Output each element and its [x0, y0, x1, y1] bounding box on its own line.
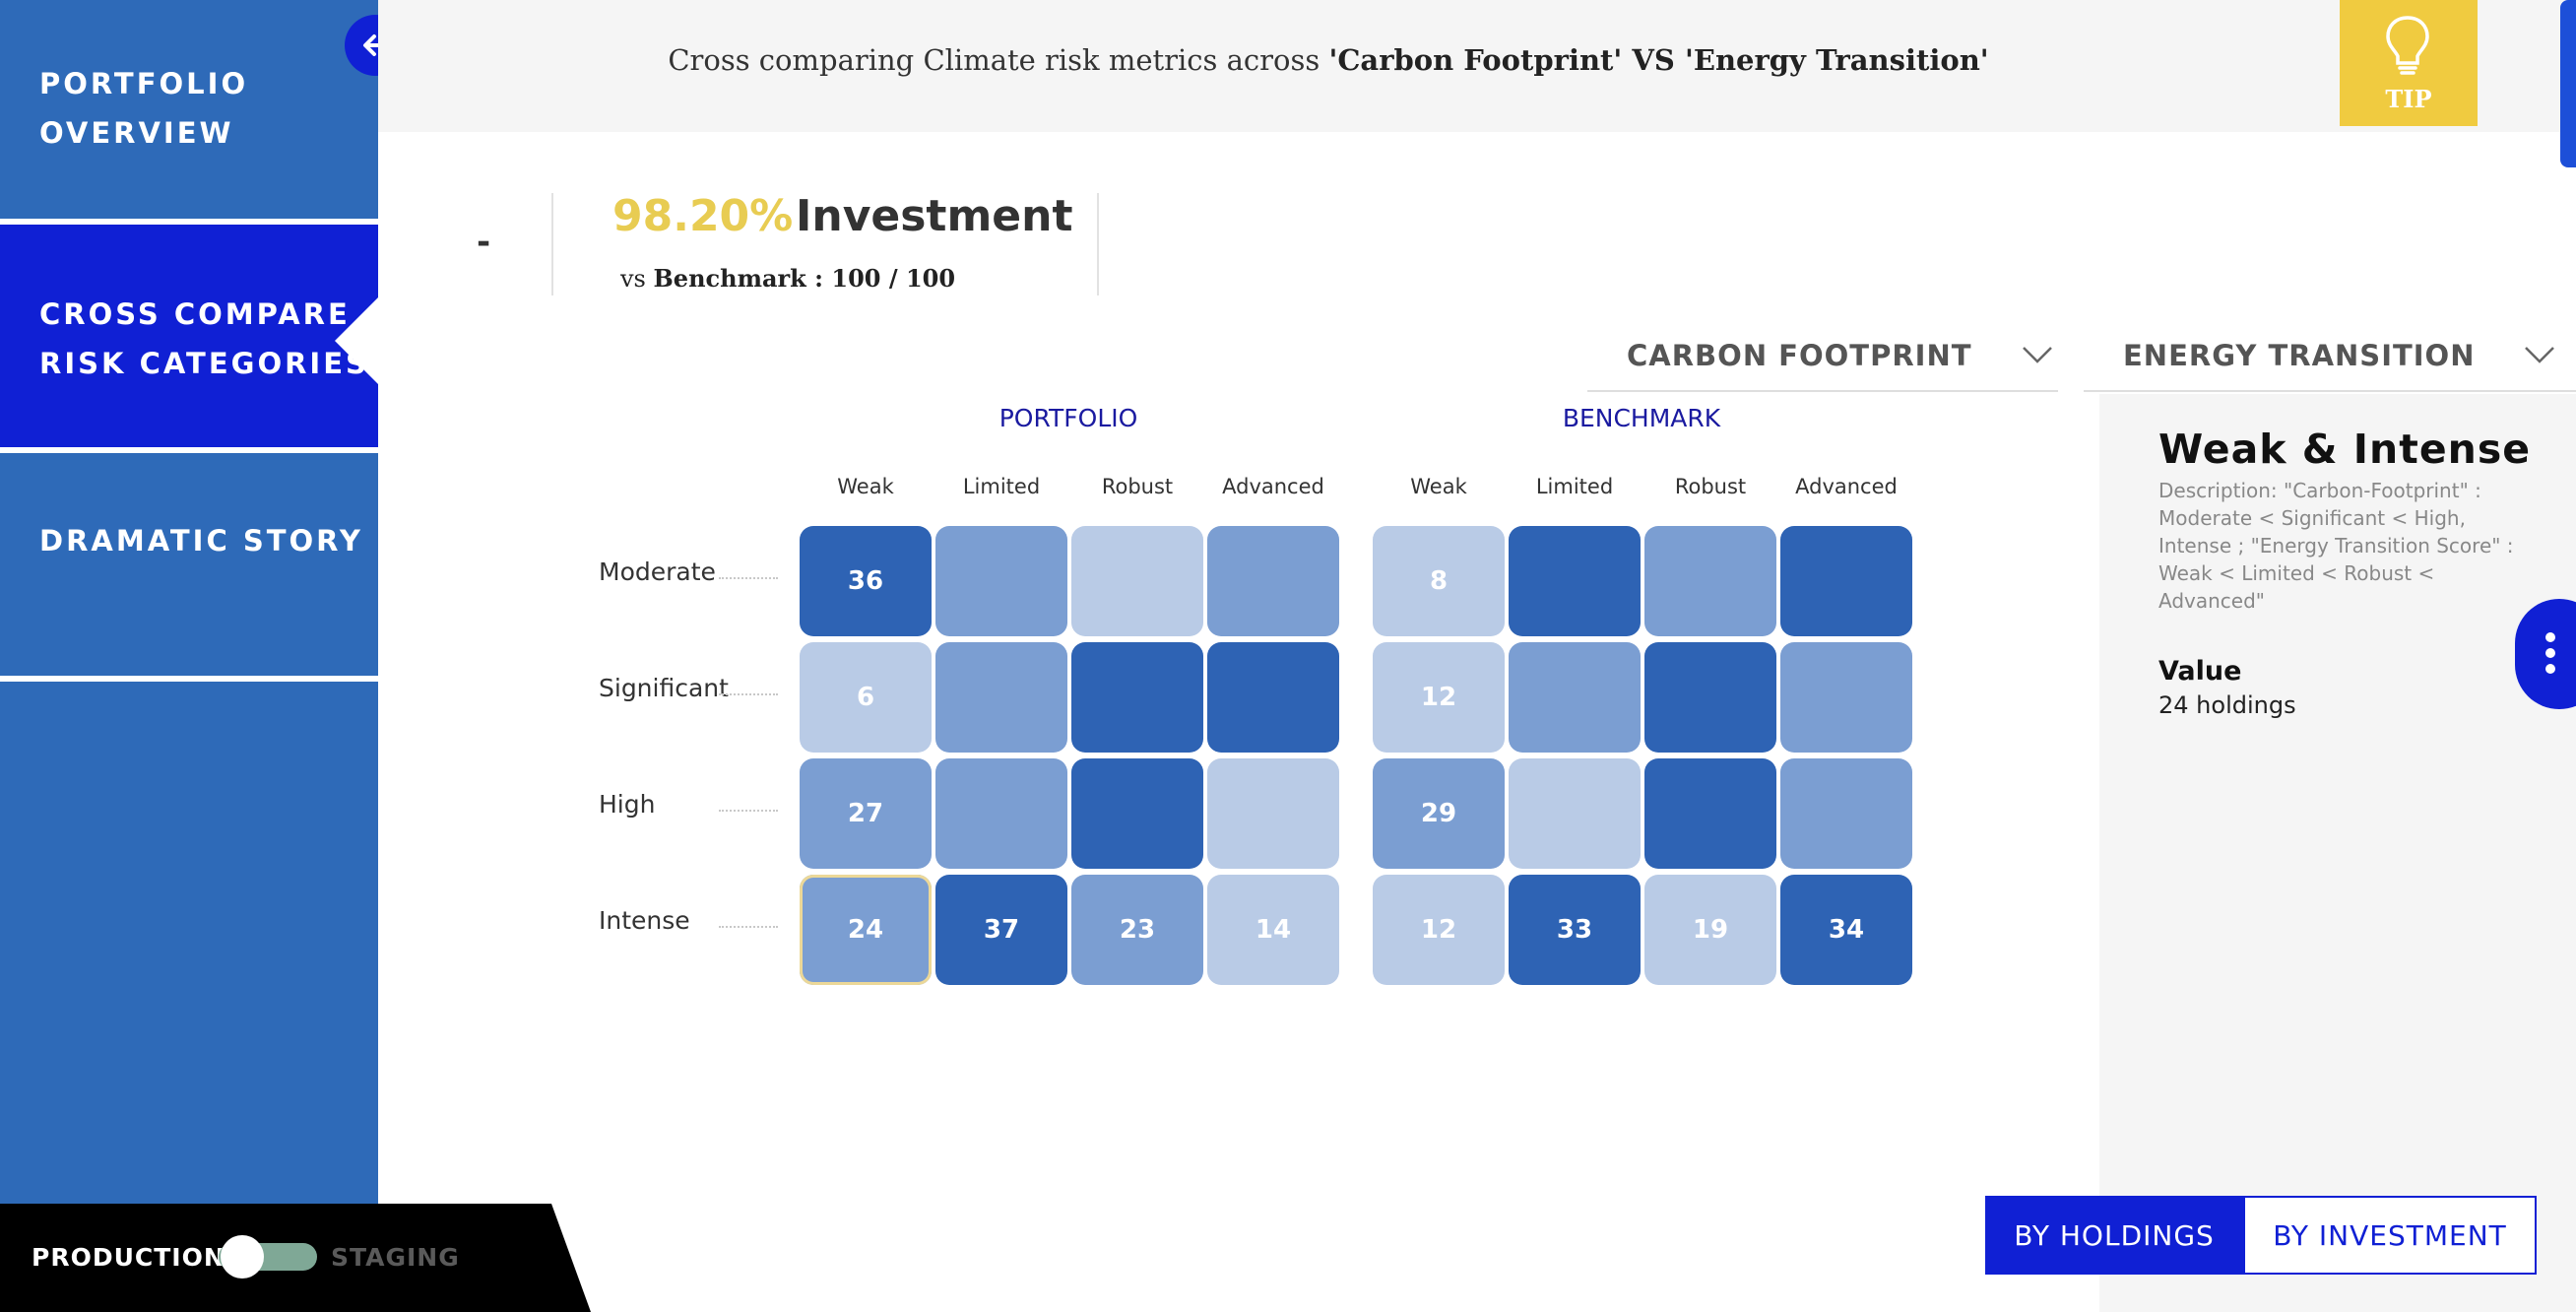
benchmark-cell[interactable]: 19: [1644, 875, 1776, 985]
bench-value: Benchmark : 100 / 100: [653, 264, 956, 293]
row-label: Moderate: [599, 558, 716, 586]
metric-label: Investment: [796, 191, 1073, 241]
header: [378, 0, 2576, 132]
portfolio-cell[interactable]: [1207, 758, 1339, 869]
benchmark-cell[interactable]: [1780, 526, 1912, 636]
portfolio-cell[interactable]: 6: [800, 642, 932, 753]
divider: [0, 219, 378, 225]
benchmark-title: BENCHMARK: [1562, 404, 1721, 432]
title-metric-a: 'Carbon Footprint': [1328, 43, 1623, 77]
portfolio-cell[interactable]: [1071, 526, 1203, 636]
bench-prefix: vs: [620, 265, 654, 293]
column-header: Weak: [837, 475, 894, 498]
tip-edge: [2340, 120, 2478, 130]
column-header: Robust: [1101, 475, 1174, 498]
sidebar-item-label: CROSS COMPARE: [39, 297, 351, 331]
portfolio-cell[interactable]: [1207, 526, 1339, 636]
metric-percent: 98.20%: [612, 191, 794, 241]
staging-label[interactable]: STAGING: [331, 1243, 460, 1272]
dropdown-label: CARBON FOOTPRINT: [1627, 339, 1972, 372]
portfolio-cell[interactable]: 27: [800, 758, 932, 869]
by-holdings-button[interactable]: BY HOLDINGS: [1985, 1196, 2243, 1275]
portfolio-cell[interactable]: [935, 642, 1067, 753]
chevron-down-icon: [2023, 347, 2052, 363]
divider: [551, 193, 553, 295]
title-vs: VS: [1622, 43, 1685, 77]
benchmark-text: vs Benchmark : 100 / 100: [620, 264, 955, 293]
sidebar-item-dramatic-story[interactable]: DRAMATIC STORY: [0, 453, 378, 676]
sidebar-item-label: PORTFOLIO: [39, 67, 249, 100]
benchmark-cell[interactable]: [1780, 758, 1912, 869]
sidebar-item-label: OVERVIEW: [39, 116, 234, 150]
title-metric-b: 'Energy Transition': [1684, 43, 1989, 77]
detail-title: Weak & Intense: [2158, 426, 2532, 473]
dropdown-carbon-footprint[interactable]: CARBON FOOTPRINT: [1587, 325, 2058, 392]
benchmark-cell[interactable]: [1780, 642, 1912, 753]
portfolio-cell[interactable]: 23: [1071, 875, 1203, 985]
detail-value: 24 holdings: [2158, 691, 2296, 719]
sidebar-item-portfolio-overview[interactable]: PORTFOLIO OVERVIEW: [0, 0, 378, 219]
benchmark-cell[interactable]: 12: [1373, 875, 1505, 985]
tip-label: TIP: [2385, 85, 2432, 113]
benchmark-cell[interactable]: 8: [1373, 526, 1505, 636]
detail-value-label: Value: [2158, 656, 2242, 687]
benchmark-cell[interactable]: [1509, 526, 1641, 636]
benchmark-cell[interactable]: [1644, 526, 1776, 636]
chevron-down-icon: [2525, 347, 2554, 363]
benchmark-cell[interactable]: [1509, 642, 1641, 753]
row-label: Significant: [599, 674, 729, 702]
column-header: Robust: [1674, 475, 1747, 498]
column-header: Weak: [1410, 475, 1467, 498]
portfolio-cell[interactable]: 36: [800, 526, 932, 636]
benchmark-cell[interactable]: [1644, 642, 1776, 753]
scroll-indicator[interactable]: [2560, 0, 2576, 167]
production-label[interactable]: PRODUCTION: [32, 1243, 225, 1272]
benchmark-cell[interactable]: 12: [1373, 642, 1505, 753]
sidebar-item-label: DRAMATIC STORY: [39, 524, 363, 558]
lightbulb-icon: [2386, 16, 2429, 75]
benchmark-cell[interactable]: 34: [1780, 875, 1912, 985]
portfolio-cell[interactable]: 14: [1207, 875, 1339, 985]
row-label: Intense: [599, 906, 690, 935]
metric-dash: -: [477, 223, 491, 262]
sidebar-item-cross-compare[interactable]: CROSS COMPARE RISK CATEGORIES: [0, 225, 378, 447]
row-label: High: [599, 790, 656, 819]
tip-button[interactable]: TIP: [2340, 0, 2478, 126]
dropdown-energy-transition[interactable]: ENERGY TRANSITION: [2084, 325, 2576, 392]
benchmark-cell[interactable]: 29: [1373, 758, 1505, 869]
sidebar-item-label: RISK CATEGORIES: [39, 347, 369, 380]
divider: [0, 676, 378, 682]
detail-description: Description: "Carbon-Footprint" : Modera…: [2158, 479, 2514, 613]
portfolio-cell[interactable]: [1207, 642, 1339, 753]
dropdown-label: ENERGY TRANSITION: [2123, 339, 2476, 372]
active-indicator: [335, 297, 378, 384]
portfolio-cell[interactable]: 37: [935, 875, 1067, 985]
row-leader: [719, 693, 778, 695]
divider: [1097, 193, 1099, 295]
detail-panel: [2099, 394, 2576, 1312]
row-leader: [719, 926, 778, 928]
more-vertical-icon: [2545, 632, 2557, 680]
portfolio-title: PORTFOLIO: [998, 404, 1138, 432]
toggle-knob[interactable]: [221, 1235, 264, 1279]
divider: [0, 447, 378, 453]
benchmark-cell[interactable]: [1644, 758, 1776, 869]
page-title: Cross comparing Climate risk metrics acr…: [378, 43, 2279, 77]
benchmark-cell[interactable]: 33: [1509, 875, 1641, 985]
column-header: Advanced: [1222, 475, 1324, 498]
column-header: Limited: [962, 475, 1041, 498]
row-leader: [719, 577, 778, 579]
portfolio-cell[interactable]: [1071, 758, 1203, 869]
portfolio-cell[interactable]: [1071, 642, 1203, 753]
benchmark-cell[interactable]: [1509, 758, 1641, 869]
portfolio-cell[interactable]: [935, 758, 1067, 869]
column-header: Limited: [1535, 475, 1614, 498]
row-leader: [719, 810, 778, 812]
by-investment-button[interactable]: BY INVESTMENT: [2243, 1196, 2537, 1275]
column-header: Advanced: [1795, 475, 1898, 498]
title-prefix: Cross comparing Climate risk metrics acr…: [668, 43, 1329, 77]
portfolio-cell[interactable]: 24: [800, 875, 932, 985]
portfolio-cell[interactable]: [935, 526, 1067, 636]
